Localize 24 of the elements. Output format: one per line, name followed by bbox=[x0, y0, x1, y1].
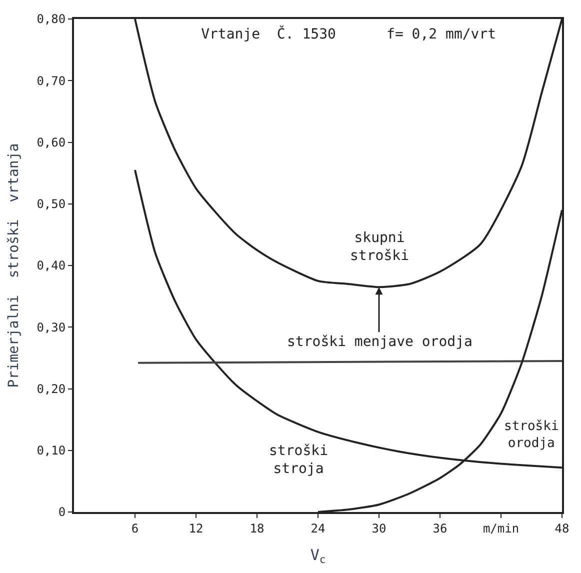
x-tick-label: 18 bbox=[250, 521, 264, 536]
y-tick-label: 0,40 bbox=[36, 258, 66, 273]
x-tick-label: 24 bbox=[310, 521, 326, 536]
y-tick-label: 0,70 bbox=[36, 74, 66, 88]
series-label: stroški stroja bbox=[269, 443, 328, 478]
series-label: stroški orodja bbox=[504, 419, 559, 451]
y-tick-label: 0,50 bbox=[36, 197, 66, 212]
y-tick-label: 0,20 bbox=[36, 382, 66, 396]
x-tick-label: m/min bbox=[482, 521, 520, 536]
series-label: skupni stroški bbox=[350, 230, 410, 264]
y-tick-label: 0,60 bbox=[36, 135, 66, 150]
y-tick-label: 0,80 bbox=[36, 12, 66, 26]
y-tick-label: 0,10 bbox=[36, 444, 66, 458]
y-axis-title: Primerjalni stroški vrtanja bbox=[6, 143, 22, 388]
y-tick-label: 0 bbox=[58, 505, 66, 520]
y-tick-label: 0,30 bbox=[36, 320, 66, 334]
x-tick-label: 12 bbox=[188, 521, 204, 536]
x-tick-label: 6 bbox=[131, 521, 139, 536]
x-tick-label: 36 bbox=[432, 521, 448, 536]
annotation: stroški menjave orodja bbox=[287, 334, 472, 350]
x-axis-title: V$_{c}$ bbox=[310, 546, 326, 566]
x-tick-label: 30 bbox=[372, 521, 386, 536]
text: Vrtanje Č. 1530 f= 0,2 mm/vrt bbox=[201, 25, 496, 42]
x-tick-label: 48 bbox=[554, 521, 570, 536]
